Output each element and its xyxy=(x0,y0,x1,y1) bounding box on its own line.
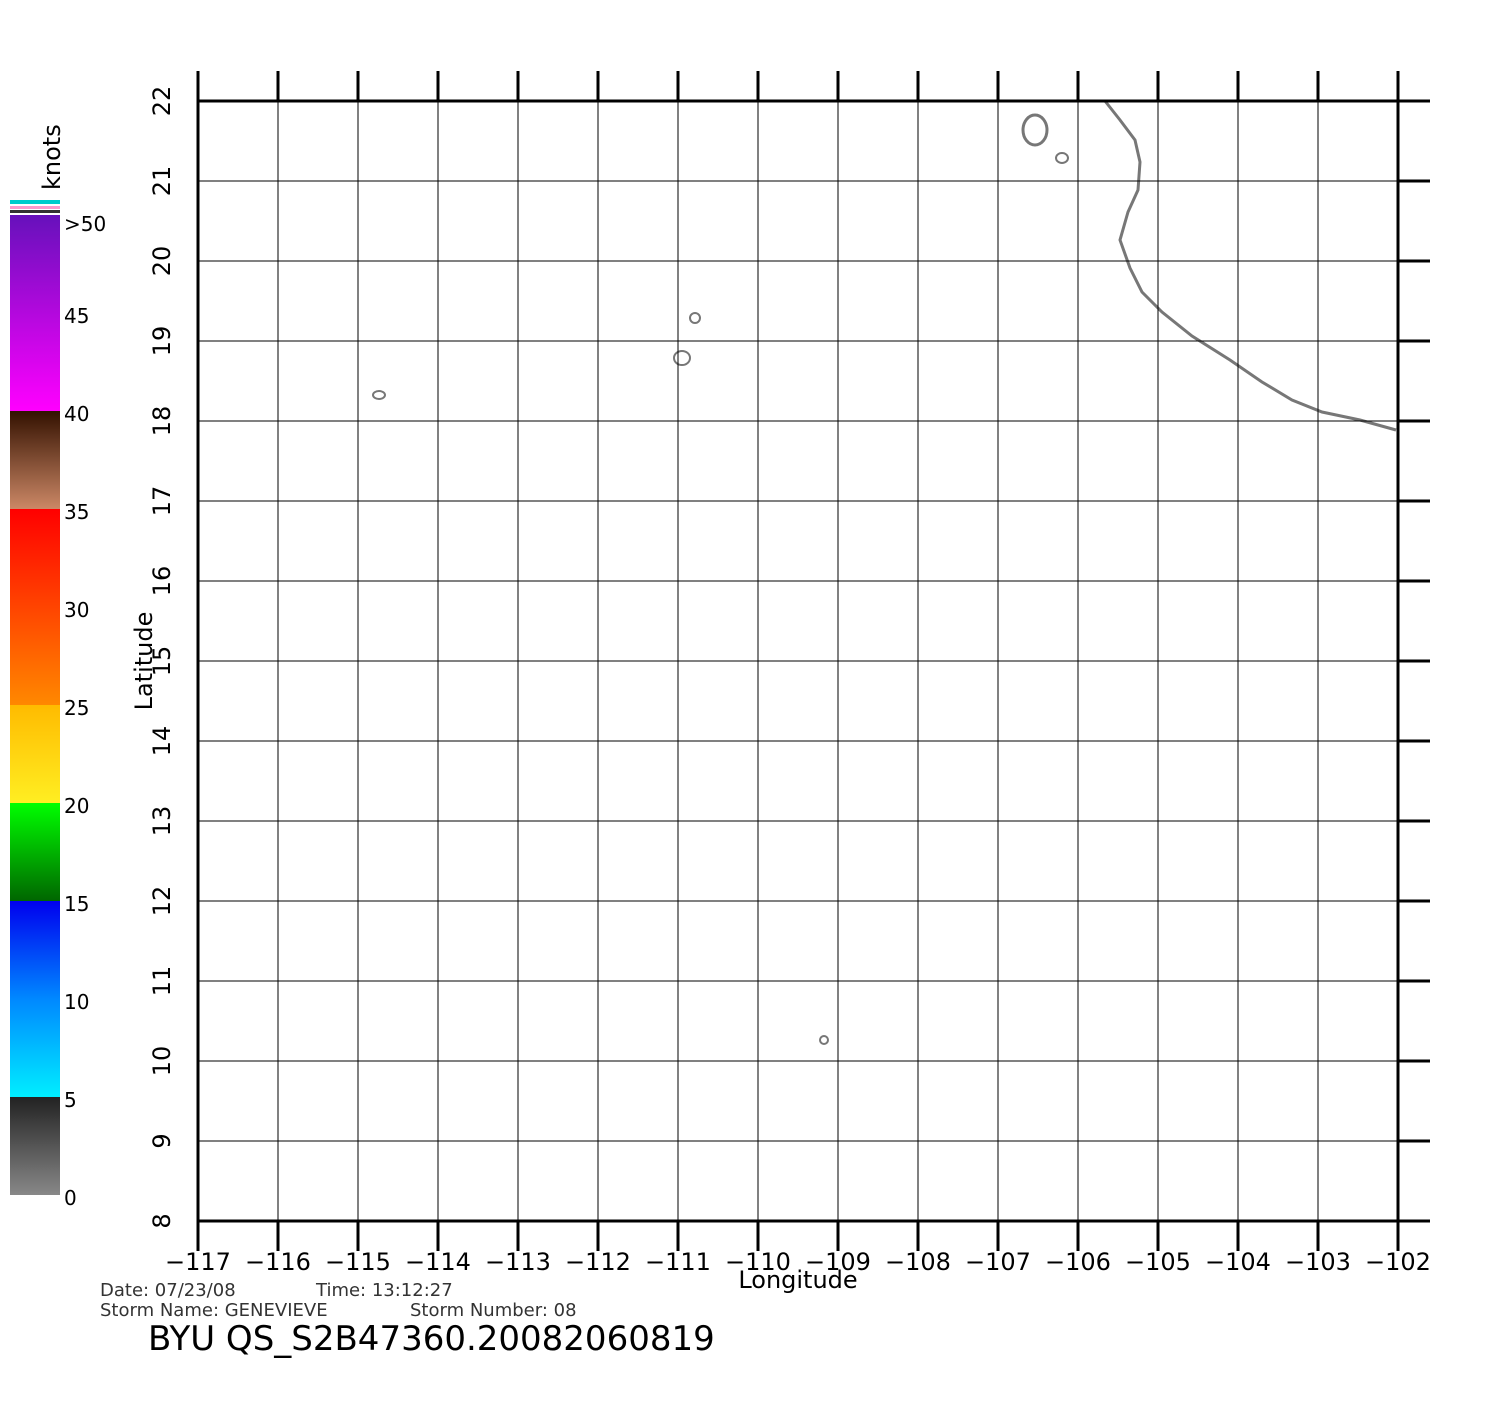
y-tick-label: 14 xyxy=(148,726,176,757)
storm-number: Storm Number: 08 xyxy=(410,1300,577,1321)
x-tick-label: −114 xyxy=(405,1248,471,1276)
colorbar-label: 40 xyxy=(64,402,89,426)
y-axis-label: Latitude xyxy=(130,612,158,711)
x-tick-label: −102 xyxy=(1365,1248,1431,1276)
y-tick-label: 8 xyxy=(148,1213,176,1228)
x-axis-label: Longitude xyxy=(738,1266,857,1294)
x-tick-label: −107 xyxy=(965,1248,1031,1276)
colorbar-label: 45 xyxy=(64,304,89,328)
y-tick-label: 15 xyxy=(148,646,176,677)
y-tick-label: 19 xyxy=(148,326,176,357)
colorbar-cap xyxy=(10,206,60,209)
x-tick-label: −108 xyxy=(885,1248,951,1276)
island xyxy=(1055,152,1069,164)
island xyxy=(689,312,701,324)
x-tick-label: −110 xyxy=(725,1248,791,1276)
y-tick-label: 13 xyxy=(148,806,176,837)
island xyxy=(673,350,691,366)
colorbar-gradient xyxy=(10,215,60,1195)
y-tick-label: 10 xyxy=(148,1046,176,1077)
colorbar-unit: knots xyxy=(38,124,66,190)
colorbar: knots 0 5 10 15 20 25 30 35 40 45 >50 xyxy=(10,124,106,1210)
colorbar-cap xyxy=(10,200,60,204)
colorbar-label: 0 xyxy=(64,1186,77,1210)
y-tick-label: 22 xyxy=(148,86,176,117)
x-tick-label: −109 xyxy=(805,1248,871,1276)
y-tick-label: 11 xyxy=(148,966,176,997)
island xyxy=(372,390,386,400)
footer: Date: 07/23/08 Time: 13:12:27 Storm Name… xyxy=(100,1280,715,1359)
x-tick-label: −113 xyxy=(485,1248,551,1276)
x-tick-label: −117 xyxy=(165,1248,231,1276)
x-tick-label: −116 xyxy=(245,1248,311,1276)
y-tick-label: 16 xyxy=(148,566,176,597)
coastline xyxy=(1103,100,1397,432)
colorbar-label: 10 xyxy=(64,990,89,1014)
date: Date: 07/23/08 xyxy=(100,1280,236,1301)
x-tick-label: −106 xyxy=(1045,1248,1111,1276)
y-tick-label: 20 xyxy=(148,246,176,277)
time: Time: 13:12:27 xyxy=(315,1280,453,1301)
map: Longitude Latitude −117 −116 −115 −114 −113−… xyxy=(130,71,1431,1294)
x-tick-label: −104 xyxy=(1205,1248,1271,1276)
y-tick-label: 18 xyxy=(148,406,176,437)
island xyxy=(819,1035,829,1045)
x-tick-label: −115 xyxy=(325,1248,391,1276)
island xyxy=(1021,113,1049,147)
colorbar-label: 25 xyxy=(64,696,89,720)
y-tick-label: 17 xyxy=(148,486,176,517)
x-tick-label: −112 xyxy=(565,1248,631,1276)
colorbar-label: 35 xyxy=(64,500,89,524)
colorbar-label: >50 xyxy=(64,212,106,236)
colorbar-cap xyxy=(10,210,60,213)
x-tick-label: −103 xyxy=(1285,1248,1351,1276)
storm-name: Storm Name: GENEVIEVE xyxy=(100,1300,328,1321)
product-title: BYU QS_S2B47360.20082060819 xyxy=(148,1319,715,1359)
y-tick-label: 9 xyxy=(148,1133,176,1148)
colorbar-label: 30 xyxy=(64,598,89,622)
x-tick-label: −105 xyxy=(1125,1248,1191,1276)
y-tick-label: 21 xyxy=(148,166,176,197)
y-tick-label: 12 xyxy=(148,886,176,917)
colorbar-label: 15 xyxy=(64,892,89,916)
x-tick-label: −111 xyxy=(645,1248,711,1276)
colorbar-label: 5 xyxy=(64,1088,77,1112)
colorbar-label: 20 xyxy=(64,794,89,818)
